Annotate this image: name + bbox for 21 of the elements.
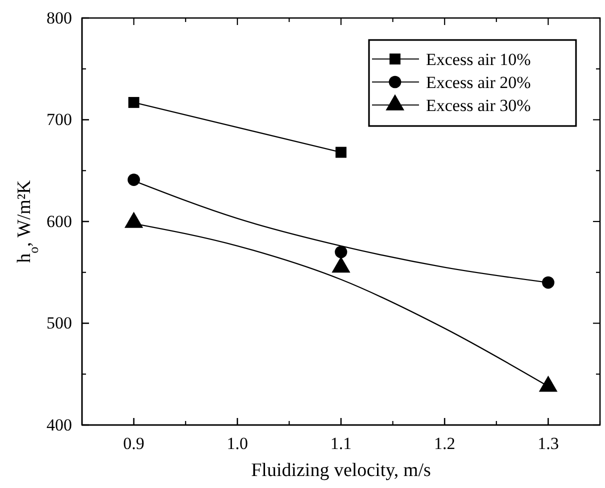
point <box>336 146 346 158</box>
x-tick-label: 1.0 <box>226 434 248 454</box>
y-tick-label: 500 <box>46 314 72 333</box>
y-tick-label: 600 <box>46 212 72 231</box>
point <box>128 174 140 186</box>
x-tick-label: 1.2 <box>434 434 456 454</box>
point <box>542 276 554 289</box>
point <box>334 246 348 258</box>
y-tick-label: 400 <box>46 415 72 434</box>
point <box>128 96 140 108</box>
legend-label: Excess air 10% <box>426 50 531 69</box>
point <box>538 376 558 392</box>
x-tick-label: 0.9 <box>123 434 144 454</box>
y-tick-label: 700 <box>46 110 72 130</box>
x-tick-label: 1.1 <box>330 434 352 454</box>
legend-label: Excess air 20% <box>426 73 531 92</box>
x-tick-label: 1.3 <box>538 434 559 454</box>
x-axis-title: Fluidizing velocity, m/s <box>251 460 431 481</box>
y-tick-label: 800 <box>46 8 72 28</box>
legend-label: Excess air 30% <box>426 96 531 115</box>
point <box>332 256 350 273</box>
